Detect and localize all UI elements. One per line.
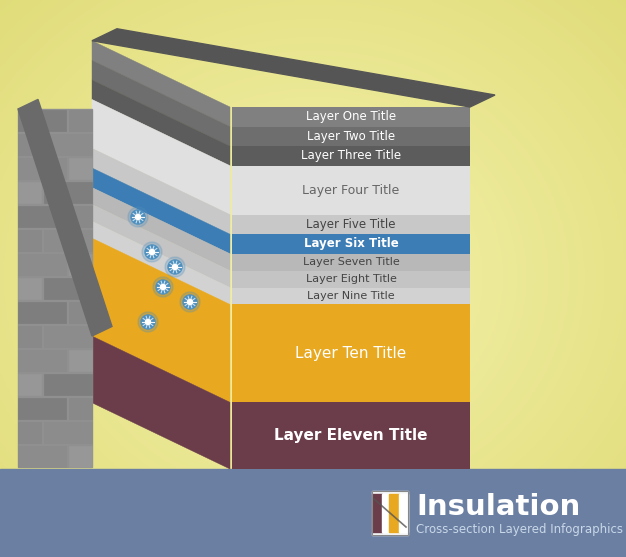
Bar xyxy=(232,146,470,165)
Bar xyxy=(69,206,92,227)
Bar xyxy=(44,182,92,203)
Polygon shape xyxy=(92,100,230,214)
Bar xyxy=(372,491,408,535)
Circle shape xyxy=(142,242,162,262)
Circle shape xyxy=(150,250,155,255)
Bar xyxy=(18,230,41,251)
Polygon shape xyxy=(92,204,230,287)
Bar xyxy=(44,230,92,251)
Text: Layer Nine Title: Layer Nine Title xyxy=(307,291,395,301)
Circle shape xyxy=(141,315,155,329)
Bar xyxy=(69,110,92,131)
Bar xyxy=(69,302,92,323)
Text: Layer Two Title: Layer Two Title xyxy=(307,130,395,143)
Bar xyxy=(69,446,92,467)
Polygon shape xyxy=(92,336,230,469)
Bar xyxy=(18,278,41,299)
Circle shape xyxy=(145,320,150,325)
Circle shape xyxy=(145,245,159,259)
Polygon shape xyxy=(92,148,230,234)
Bar xyxy=(18,134,41,155)
Bar xyxy=(69,254,92,275)
Polygon shape xyxy=(92,80,230,165)
Circle shape xyxy=(168,260,182,274)
Polygon shape xyxy=(92,41,230,126)
Bar xyxy=(382,494,389,532)
Bar xyxy=(399,494,408,532)
Bar xyxy=(18,446,66,467)
Text: Layer Eleven Title: Layer Eleven Title xyxy=(274,428,428,443)
Bar xyxy=(18,109,92,467)
Bar xyxy=(389,494,399,532)
Polygon shape xyxy=(18,99,112,336)
Bar xyxy=(44,374,92,395)
Circle shape xyxy=(180,292,200,312)
Circle shape xyxy=(138,312,158,332)
Text: Insulation: Insulation xyxy=(416,493,580,521)
Bar xyxy=(232,126,470,146)
Text: Layer Six Title: Layer Six Title xyxy=(304,237,398,251)
Bar xyxy=(18,302,66,323)
Bar xyxy=(44,326,92,347)
Polygon shape xyxy=(92,188,230,271)
Circle shape xyxy=(131,210,145,224)
Bar xyxy=(18,110,66,131)
Bar xyxy=(44,278,92,299)
Bar xyxy=(232,234,470,254)
Circle shape xyxy=(173,265,178,270)
Text: Layer Seven Title: Layer Seven Title xyxy=(302,257,399,267)
Bar xyxy=(18,182,41,203)
Circle shape xyxy=(156,280,170,294)
Bar xyxy=(18,374,41,395)
Circle shape xyxy=(135,214,140,219)
Bar xyxy=(372,494,382,532)
Text: Layer Five Title: Layer Five Title xyxy=(306,218,396,231)
Text: Layer Three Title: Layer Three Title xyxy=(301,149,401,163)
Circle shape xyxy=(183,295,197,309)
Text: Cross-section Layered Infographics: Cross-section Layered Infographics xyxy=(416,522,623,535)
Bar xyxy=(69,158,92,179)
Bar xyxy=(232,402,470,469)
Bar xyxy=(232,287,470,305)
Circle shape xyxy=(160,285,165,290)
Text: Layer One Title: Layer One Title xyxy=(306,110,396,123)
Bar xyxy=(232,271,470,287)
Bar xyxy=(18,254,66,275)
Text: Layer Ten Title: Layer Ten Title xyxy=(295,346,407,361)
Bar xyxy=(18,326,41,347)
Polygon shape xyxy=(92,238,230,402)
Bar xyxy=(232,305,470,402)
Text: Layer Four Title: Layer Four Title xyxy=(302,184,399,197)
Bar xyxy=(18,422,41,443)
Polygon shape xyxy=(92,221,230,305)
Polygon shape xyxy=(92,29,495,107)
Polygon shape xyxy=(92,60,230,146)
Bar xyxy=(18,398,66,419)
Bar xyxy=(69,350,92,371)
Bar xyxy=(18,350,66,371)
Bar xyxy=(44,422,92,443)
Text: Layer Eight Title: Layer Eight Title xyxy=(305,274,396,284)
Bar xyxy=(69,398,92,419)
Circle shape xyxy=(188,300,193,305)
Bar xyxy=(232,107,470,126)
Bar xyxy=(18,158,66,179)
Bar xyxy=(44,134,92,155)
Bar xyxy=(232,214,470,234)
Bar xyxy=(0,469,626,557)
Bar xyxy=(232,165,470,214)
Circle shape xyxy=(128,207,148,227)
Circle shape xyxy=(165,257,185,277)
Bar xyxy=(372,491,408,535)
Bar xyxy=(18,206,66,227)
Polygon shape xyxy=(92,168,230,254)
Circle shape xyxy=(153,277,173,297)
Bar xyxy=(232,254,470,271)
